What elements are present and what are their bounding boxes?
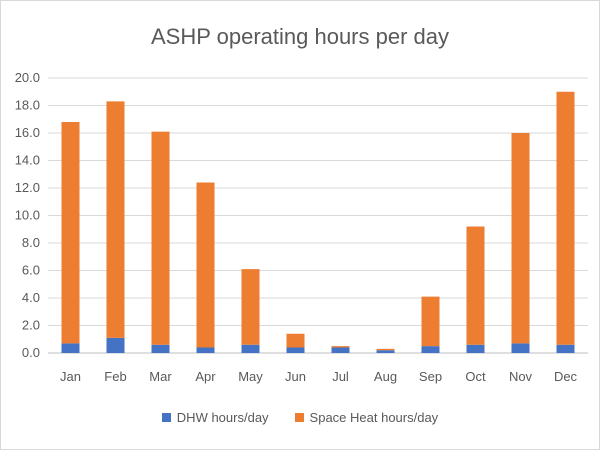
x-tick-label: Sep — [419, 369, 442, 384]
bar-space-heat-dec — [556, 91, 575, 345]
x-tick-label: May — [238, 369, 263, 384]
y-tick-label: 18.0 — [15, 98, 40, 113]
bar-dhw-jan — [61, 343, 80, 353]
y-tick-label: 14.0 — [15, 153, 40, 168]
bar-dhw-apr — [196, 347, 215, 353]
x-tick-label: Jun — [285, 369, 306, 384]
y-tick-label: 4.0 — [22, 290, 40, 305]
bar-space-heat-aug — [376, 348, 395, 351]
legend-item-space-heat: Space Heat hours/day — [294, 410, 439, 425]
bar-space-heat-sep — [421, 296, 440, 347]
bar-space-heat-oct — [466, 226, 485, 345]
legend-label-dhw: DHW hours/day — [176, 410, 269, 425]
bar-dhw-nov — [511, 343, 530, 353]
bar-space-heat-may — [241, 269, 260, 345]
bar-space-heat-jan — [61, 122, 80, 344]
legend-label-space-heat: Space Heat hours/day — [309, 410, 439, 425]
bar-dhw-oct — [466, 344, 485, 353]
bar-dhw-sep — [421, 346, 440, 353]
x-tick-label: Mar — [149, 369, 172, 384]
bar-space-heat-feb — [106, 101, 125, 338]
x-tick-label: Feb — [104, 369, 126, 384]
x-tick-label: Aug — [374, 369, 397, 384]
bar-dhw-mar — [151, 344, 170, 353]
bar-space-heat-apr — [196, 182, 215, 348]
bar-space-heat-jun — [286, 333, 305, 348]
bar-dhw-dec — [556, 344, 575, 353]
bar-dhw-jul — [331, 347, 350, 353]
x-tick-label: Dec — [554, 369, 578, 384]
y-tick-label: 20.0 — [15, 70, 40, 85]
chart-title: ASHP operating hours per day — [151, 24, 449, 49]
y-tick-label: 6.0 — [22, 263, 40, 278]
bar-dhw-jun — [286, 347, 305, 353]
bar-dhw-aug — [376, 350, 395, 353]
y-tick-label: 12.0 — [15, 180, 40, 195]
chart-legend: DHW hours/day Space Heat hours/day — [0, 410, 600, 425]
bar-space-heat-jul — [331, 346, 350, 348]
x-tick-label: Oct — [465, 369, 486, 384]
legend-swatch-space-heat — [294, 413, 304, 422]
x-tick-label: Apr — [195, 369, 216, 384]
legend-swatch-dhw — [161, 413, 171, 422]
bar-space-heat-nov — [511, 133, 530, 344]
x-tick-label: Nov — [509, 369, 533, 384]
x-tick-label: Jan — [60, 369, 81, 384]
bar-space-heat-mar — [151, 131, 170, 345]
y-tick-label: 10.0 — [15, 208, 40, 223]
y-tick-label: 0.0 — [22, 345, 40, 360]
y-tick-label: 2.0 — [22, 318, 40, 333]
y-tick-label: 8.0 — [22, 235, 40, 250]
bar-dhw-feb — [106, 337, 125, 353]
x-tick-label: Jul — [332, 369, 349, 384]
legend-item-dhw: DHW hours/day — [161, 410, 269, 425]
y-tick-label: 16.0 — [15, 125, 40, 140]
bar-dhw-may — [241, 344, 260, 353]
